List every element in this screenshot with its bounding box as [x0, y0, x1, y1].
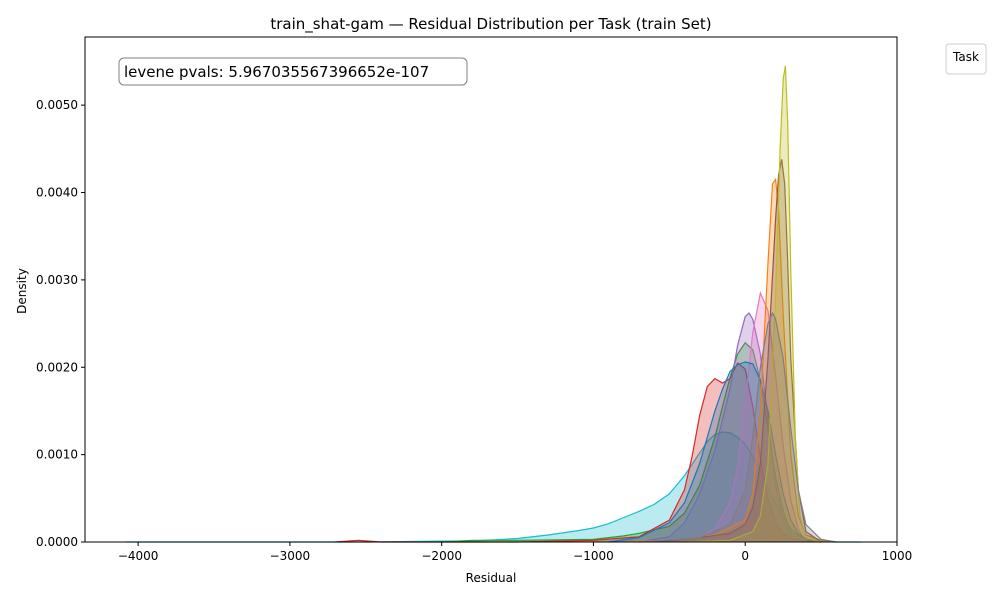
axes: −4000 −3000 −2000 −1000 0 1000 0.0000 0.0010 0.0…: [36, 36, 913, 563]
density-line-4: [669, 290, 807, 543]
annotation-text: levene pvals: 5.967035567396652e-107: [124, 63, 429, 81]
legend-title: Task: [952, 50, 979, 64]
density-area-2: [335, 362, 822, 542]
legend: Task: [945, 43, 987, 75]
density-area-8: [684, 65, 822, 543]
annotation-box: levene pvals: 5.967035567396652e-107: [118, 57, 468, 86]
density-area-6: [623, 179, 837, 542]
density-line-5: [608, 361, 822, 543]
x-tick-label: −2000: [421, 549, 462, 563]
x-tick-label: −4000: [118, 549, 159, 563]
legend-box: [945, 43, 987, 75]
y-tick-label: 0.0010: [36, 448, 78, 462]
density-area-5: [608, 362, 822, 542]
x-tick-label: 1000: [882, 549, 913, 563]
plot-frame: [84, 36, 898, 543]
y-tick-label: 0.0050: [36, 98, 78, 112]
density-area-4: [669, 293, 806, 542]
density-line-2: [335, 361, 822, 543]
density-area-0: [126, 431, 861, 542]
density-series-group: [126, 65, 861, 543]
y-tick-label: 0.0030: [36, 273, 78, 287]
density-line-1: [441, 341, 822, 543]
density-area-7: [654, 159, 822, 543]
y-tick-label: 0.0020: [36, 360, 78, 374]
chart-title: train_shat-gam — Residual Distribution p…: [270, 15, 711, 34]
y-axis-label: Density: [15, 268, 29, 314]
x-tick-label: −3000: [270, 549, 311, 563]
x-tick-label: 0: [741, 549, 749, 563]
y-tick-label: 0.0040: [36, 186, 78, 200]
x-tick-label: −1000: [573, 549, 614, 563]
density-area-9: [639, 313, 837, 542]
density-area-3: [639, 313, 806, 542]
y-tick-label: 0.0000: [36, 535, 78, 549]
density-line-9: [638, 311, 837, 543]
x-axis-label: Residual: [466, 571, 517, 585]
density-line-3: [638, 312, 807, 543]
annotation-box-border: [118, 57, 468, 86]
